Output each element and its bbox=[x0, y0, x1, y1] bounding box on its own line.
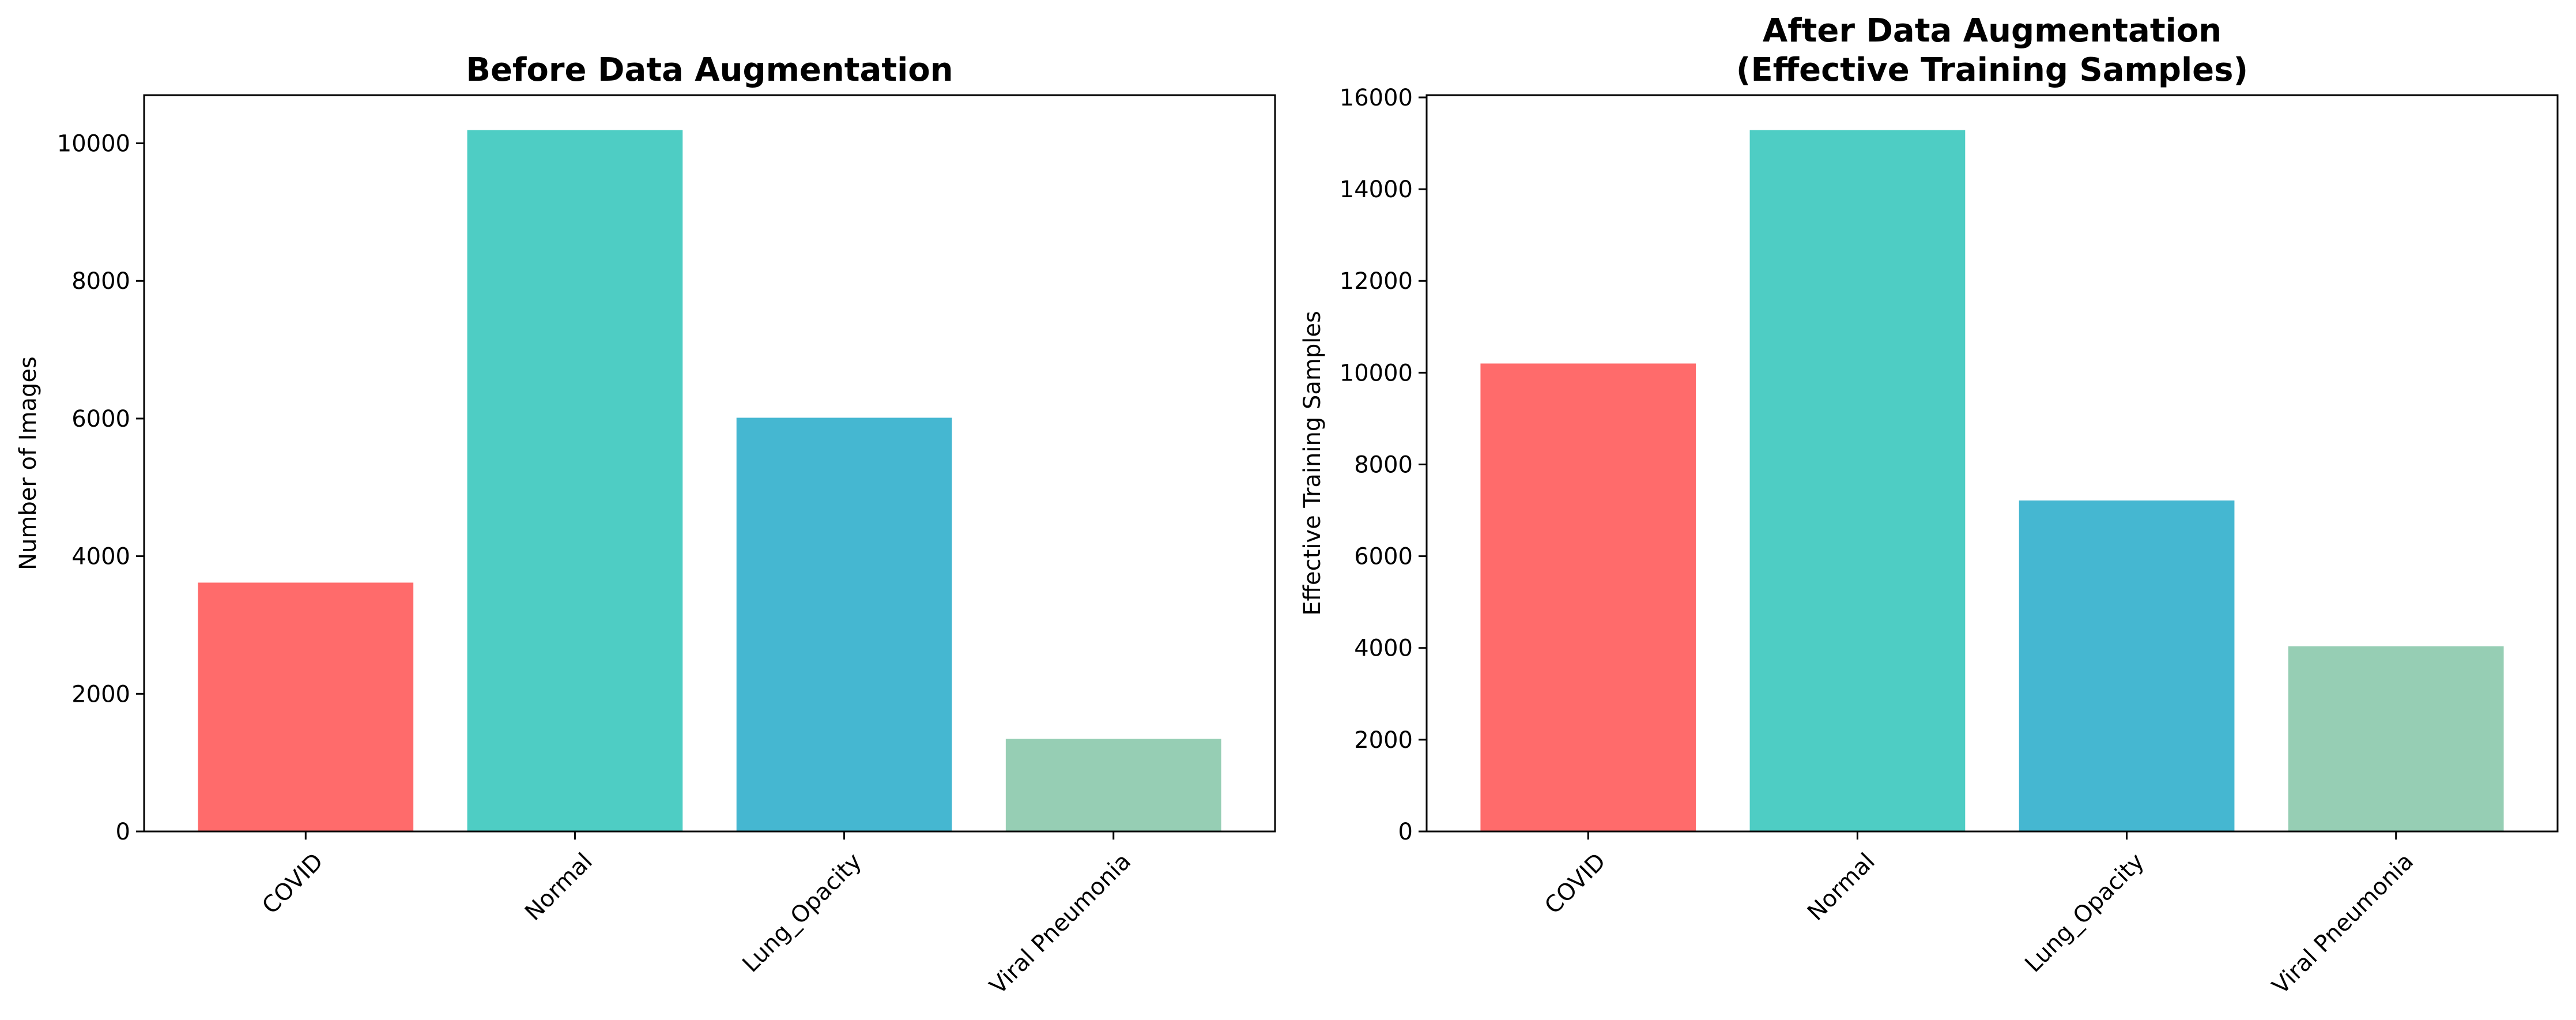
y-tick-label: 2000 bbox=[1354, 727, 1413, 754]
y-tick-label: 8000 bbox=[71, 268, 130, 295]
x-tick-label: Lung_Opacity bbox=[2020, 848, 2149, 978]
chart-after-augmentation: 0 2000 4000 6000 8000 10000 12000 14000 16000 COV… bbox=[1299, 12, 2559, 1000]
x-tick-label: Normal bbox=[520, 848, 598, 926]
bar-normal bbox=[467, 130, 683, 831]
x-tick-label: Normal bbox=[1802, 848, 1880, 926]
axes-frame bbox=[1425, 94, 2559, 833]
bar-viral-pneumonia bbox=[1005, 739, 1221, 831]
bar-viral-pneumonia bbox=[2288, 646, 2504, 831]
y-tick-label: 2000 bbox=[71, 681, 130, 707]
x-tick-label: Lung_Opacity bbox=[737, 848, 867, 978]
chart-before-augmentation: 0 2000 4000 6000 8000 10000 COVID Normal Lung_Op… bbox=[15, 51, 1276, 1000]
x-tick-label: Viral Pneumonia bbox=[985, 848, 1136, 1000]
y-tick-label: 4000 bbox=[1354, 635, 1413, 662]
y-tick-label: 16000 bbox=[1340, 85, 1413, 111]
x-tick-label: Viral Pneumonia bbox=[2267, 848, 2419, 1000]
y-tick-label: 4000 bbox=[71, 544, 130, 570]
chart-title: (Effective Training Samples) bbox=[1736, 51, 2248, 89]
bar-normal bbox=[1749, 130, 1966, 831]
x-tick-label: COVID bbox=[1540, 848, 1611, 920]
y-tick-label: 0 bbox=[116, 819, 130, 845]
y-tick-label: 10000 bbox=[57, 131, 130, 157]
bar-lung-opacity bbox=[2019, 500, 2235, 831]
bar-lung-opacity bbox=[736, 417, 952, 831]
y-axis-label: Effective Training Samples bbox=[1299, 311, 1326, 616]
y-tick-label: 14000 bbox=[1340, 176, 1413, 203]
bar-covid bbox=[198, 582, 414, 831]
axes-frame bbox=[143, 94, 1276, 833]
y-tick-label: 6000 bbox=[1354, 544, 1413, 570]
y-tick-label: 10000 bbox=[1340, 360, 1413, 386]
x-tick-label: COVID bbox=[257, 848, 329, 920]
y-axis-label: Number of Images bbox=[15, 356, 42, 570]
bar-covid bbox=[1480, 363, 1696, 831]
chart-title: After Data Augmentation bbox=[1763, 12, 2222, 50]
chart-title: Before Data Augmentation bbox=[466, 51, 953, 89]
y-tick-label: 0 bbox=[1398, 819, 1413, 845]
y-tick-label: 12000 bbox=[1340, 268, 1413, 295]
y-tick-label: 8000 bbox=[1354, 451, 1413, 478]
y-tick-label: 6000 bbox=[71, 406, 130, 432]
